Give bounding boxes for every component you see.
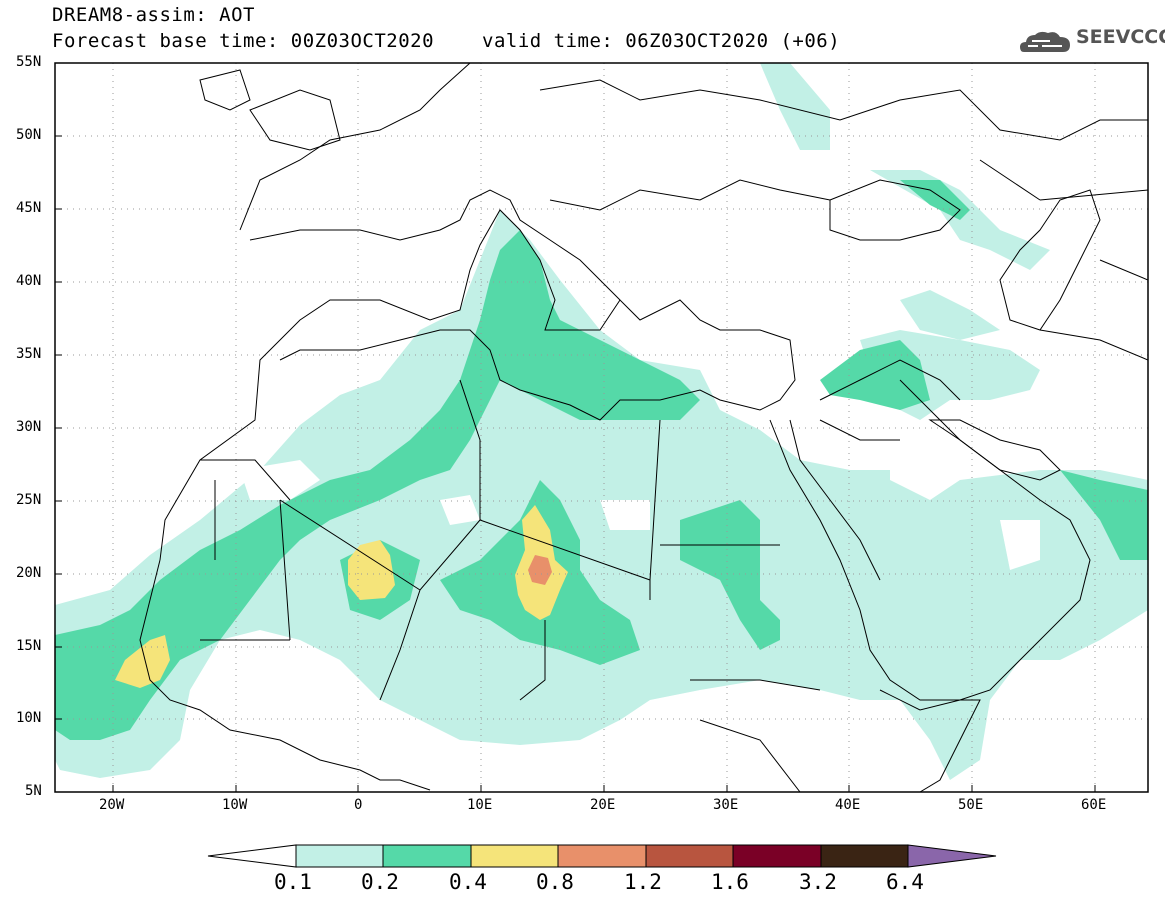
lon-label-30e: 30E [713,797,739,813]
lat-label-45n: 45N [16,200,42,216]
lon-label-50e: 50E [958,797,984,813]
lon-label-40e: 40E [835,797,861,813]
axis-ticks [55,62,1096,792]
lat-label-50n: 50N [16,127,42,143]
lon-label-20w: 20W [99,797,125,813]
map-title: DREAM8-assim: AOT [52,4,255,26]
lat-label-55n: 55N [16,54,42,70]
lat-label-20n: 20N [16,565,42,581]
valid-time: valid time: 06Z03OCT2020 (+06) [482,30,841,52]
lat-label-5n: 5N [25,783,42,799]
lat-label-35n: 35N [16,346,42,362]
lat-label-30n: 30N [16,419,42,435]
lon-label-10w: 10W [222,797,248,813]
colorbar-label-3-2: 3.2 [799,870,837,894]
lat-label-25n: 25N [16,492,42,508]
colorbar-label-0-1: 0.1 [274,870,312,894]
colorbar-label-1-6: 1.6 [711,870,749,894]
lon-label-60e: 60E [1081,797,1107,813]
aot-contour-0-8 [528,555,552,585]
aot-contour-0-1 [55,63,1148,780]
coastlines [139,63,1148,792]
colorbar-label-0-8: 0.8 [536,870,574,894]
lon-label-0: 0 [354,797,363,813]
forecast-base-time: Forecast base time: 00Z03OCT2020 [52,30,435,52]
colorbar-label-0-2: 0.2 [361,870,399,894]
aot-clear-areas [240,440,1040,570]
colorbar-label-6-4: 6.4 [886,870,924,894]
logo-text: SEEVCCC [1076,26,1165,48]
lat-label-10n: 10N [16,710,42,726]
colorbar-label-0-4: 0.4 [449,870,487,894]
colorbar-label-1-2: 1.2 [624,870,662,894]
lat-label-15n: 15N [16,638,42,654]
lon-label-20e: 20E [590,797,616,813]
cloud-logo-icon [1020,31,1070,52]
lon-label-10e: 10E [467,797,493,813]
lat-label-40n: 40N [16,273,42,289]
